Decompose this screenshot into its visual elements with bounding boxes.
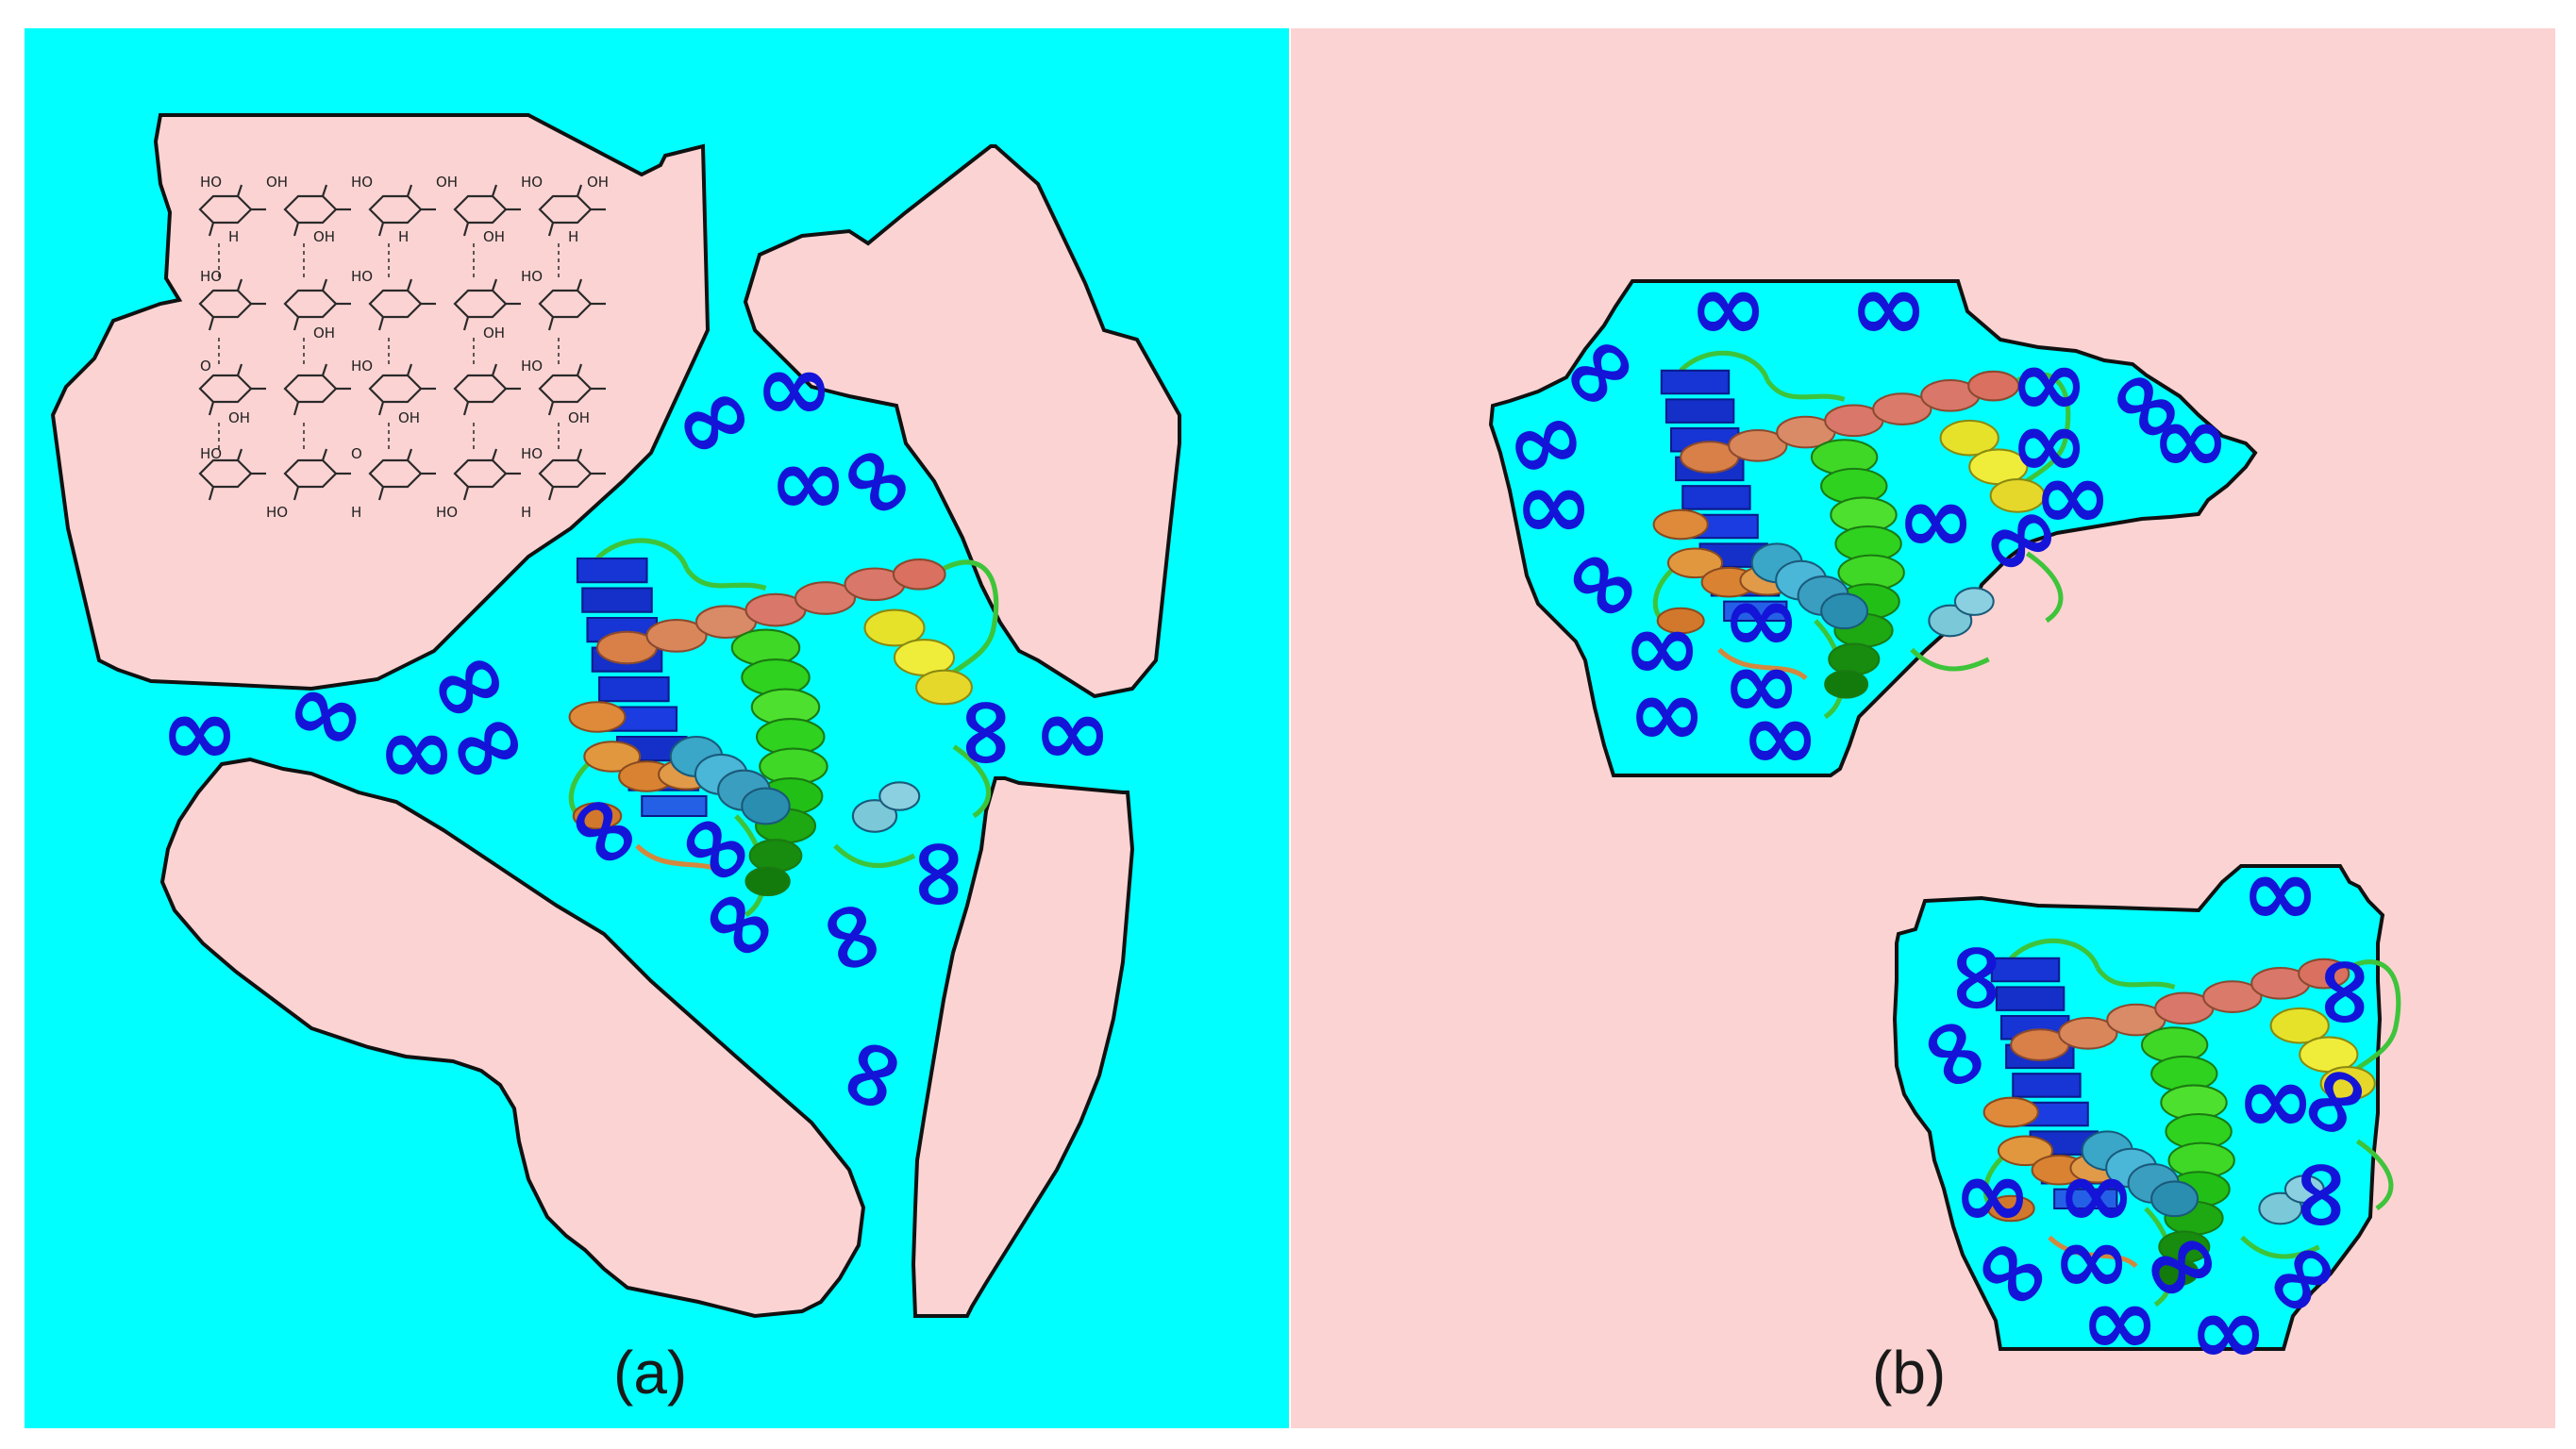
water-molecule: ∞ (2033, 441, 2112, 551)
chem-label: HO (351, 174, 373, 191)
chem-label: HO (521, 358, 543, 375)
chem-label: H (351, 504, 361, 521)
water-molecule: ∞ (160, 676, 239, 787)
chem-label: H (228, 228, 239, 245)
water-molecule: ∞ (1514, 450, 1593, 560)
water-molecule: ∞ (1953, 1139, 2032, 1249)
chem-label: HO (521, 445, 543, 462)
water-molecule: ∞ (2270, 1156, 2381, 1234)
water-molecule: ∞ (1623, 591, 1701, 702)
water-molecule: ∞ (888, 835, 998, 913)
chem-label: OH (483, 228, 505, 245)
chem-label: OH (228, 409, 250, 426)
particle-top-right (743, 144, 1181, 699)
water-molecule: ∞ (2057, 1139, 2135, 1249)
panel-b-label: (b) (1872, 1339, 1946, 1407)
water-molecule: ∞ (1926, 939, 2036, 1017)
water-molecule: ∞ (1722, 629, 1800, 740)
water-molecules-b-top: ∞ ∞ ∞ ∞ ∞ ∞ ∞ ∞ ∞ ∞ ∞ ∞ ∞ ∞ ∞ ∞ ∞ ∞ (1489, 252, 2231, 791)
water-molecule: ∞ (2010, 327, 2088, 438)
chem-label: HO (200, 174, 222, 191)
particle-bottom-right (911, 776, 1135, 1318)
panel-b: ∞ ∞ ∞ ∞ ∞ ∞ ∞ ∞ ∞ ∞ ∞ ∞ ∞ ∞ ∞ ∞ ∞ ∞ ∞ ∞ … (1291, 28, 2555, 1428)
water-molecule: ∞ (1628, 658, 1706, 768)
water-molecule: ∞ (2081, 1266, 2159, 1376)
water-molecule: ∞ (1741, 681, 1819, 791)
chem-label: OH (398, 409, 420, 426)
water-molecule: ∞ (1689, 252, 1767, 362)
panel-a-label: (a) (613, 1339, 687, 1407)
water-molecule: ∞ (2241, 837, 2319, 947)
water-molecule: ∞ (1849, 252, 1928, 362)
chem-label: OH (568, 409, 590, 426)
water-molecule: ∞ (935, 693, 1045, 772)
water-molecule: ∞ (2189, 1275, 2267, 1386)
chem-label: O (200, 358, 211, 375)
chem-label: OH (587, 174, 609, 191)
water-molecule: ∞ (2052, 1205, 2131, 1315)
chem-label: OH (436, 174, 458, 191)
chem-label: HO (351, 358, 373, 375)
chem-label: O (351, 445, 362, 462)
chem-label: HO (521, 174, 543, 191)
chem-label: OH (313, 325, 335, 341)
chem-label: HO (200, 445, 222, 462)
water-molecule: ∞ (377, 695, 456, 806)
chem-label: H (521, 504, 531, 521)
water-molecule: ∞ (755, 332, 833, 442)
water-molecule: ∞ (2294, 953, 2404, 1031)
chem-label: HO (266, 504, 288, 521)
chem-label: H (568, 228, 578, 245)
water-molecule: ∞ (769, 426, 847, 537)
chem-label: OH (483, 325, 505, 341)
chem-label: HO (521, 268, 543, 285)
water-molecule: ∞ (1033, 676, 1112, 787)
water-molecule: ∞ (2236, 1044, 2315, 1155)
water-molecule: ∞ (1722, 563, 1800, 674)
particle-bottom-left (159, 757, 866, 1319)
water-molecule: ∞ (2151, 384, 2230, 494)
particle-top-left (50, 113, 711, 691)
water-molecule: ∞ (2010, 389, 2088, 499)
chem-label: H (398, 228, 409, 245)
chem-label: HO (200, 268, 222, 285)
chem-label: HO (351, 268, 373, 285)
chem-label: HO (436, 504, 458, 521)
panel-a: HO OH HO OH HO OH H OH H OH H HO HO HO O… (25, 28, 1289, 1428)
chem-label: OH (266, 174, 288, 191)
water-molecule: ∞ (1897, 464, 1975, 575)
cellulose-structure: HO OH HO OH HO OH H OH H OH H HO HO HO O… (198, 174, 609, 521)
chem-label: OH (313, 228, 335, 245)
